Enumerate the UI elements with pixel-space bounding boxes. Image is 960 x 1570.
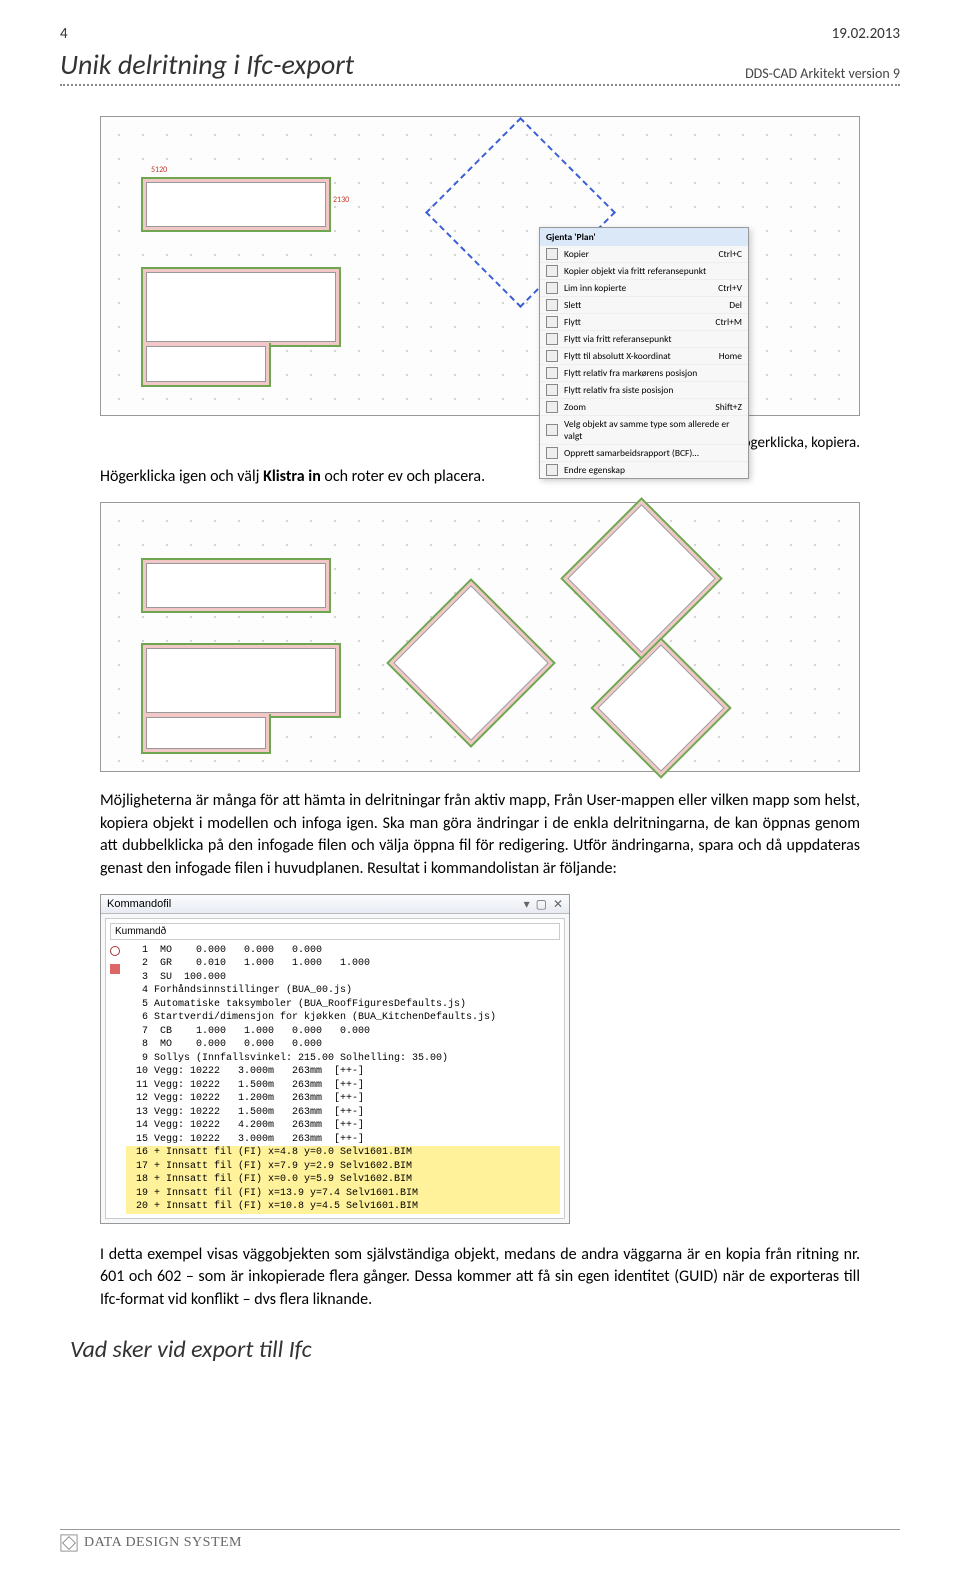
kommandofil-row-highlight: 17 + Innsatt fil (FI) x=7.9 y=2.9 Selv16… [126,1160,560,1174]
context-menu-item[interactable]: ZoomShift+Z [540,399,748,416]
kommandofil-row-highlight: 16 + Innsatt fil (FI) x=4.8 y=0.0 Selv16… [126,1146,560,1160]
footer-company: DATA DESIGN SYSTEM [84,1535,242,1551]
kommandofil-title: Kommandofil [107,898,171,910]
kommandofil-row: 1 MO 0.000 0.000 0.000 [126,944,560,958]
kommandofil-panel: Kommandofil ▾ ▢ ✕ Kummandð 1 MO 0.000 0.… [100,894,570,1224]
menu-item-icon [546,384,558,396]
context-menu-item[interactable]: KopierCtrl+C [540,246,748,263]
panel-close-icon[interactable]: ✕ [553,897,563,911]
section-heading-export: Vad sker vid export till Ifc [70,1335,900,1364]
fig2-poly-a [141,643,341,718]
fig2-poly-b [141,714,271,754]
context-menu-title: Gjenta 'Plan' [540,228,748,246]
kommandofil-row: 13 Vegg: 10222 1.500m 263mm [++-] [126,1106,560,1120]
kommandofil-row: 11 Vegg: 10222 1.500m 263mm [++-] [126,1079,560,1093]
header-date: 19.02.2013 [832,25,900,43]
flag-icon[interactable] [110,964,120,974]
kommandofil-row: 10 Vegg: 10222 3.000m 263mm [++-] [126,1065,560,1079]
kommandofil-row-highlight: 18 + Innsatt fil (FI) x=0.0 y=5.9 Selv16… [126,1173,560,1187]
page-footer: DATA DESIGN SYSTEM [60,1529,900,1552]
kommandofil-row: 4 Forhåndsinnstillinger (BUA_00.js) [126,984,560,998]
context-menu-item[interactable]: Opprett samarbeidsrapport (BCF)… [540,445,748,462]
menu-item-icon [546,367,558,379]
menu-item-icon [546,350,558,362]
menu-item-icon [546,282,558,294]
context-menu-item[interactable]: Kopier objekt via fritt referansepunkt [540,263,748,280]
paragraph-exempel: I detta exempel visas väggobjekten som s… [100,1244,860,1311]
menu-item-icon [546,316,558,328]
kommandofil-row: 14 Vegg: 10222 4.200m 263mm [++-] [126,1119,560,1133]
kommandofil-row: 5 Automatiske taksymboler (BUA_RoofFigur… [126,998,560,1012]
context-menu-item[interactable]: Flytt via fritt referansepunkt [540,331,748,348]
kommandofil-row: 15 Vegg: 10222 3.000m 263mm [++-] [126,1133,560,1147]
menu-item-icon [546,401,558,413]
context-menu-item[interactable]: FlyttCtrl+M [540,314,748,331]
header-divider [60,84,900,86]
kommandofil-row-highlight: 20 + Innsatt fil (FI) x=10.8 y=4.5 Selv1… [126,1200,560,1214]
kommandofil-row: 6 Startverdi/dimensjon for kjøkken (BUA_… [126,1011,560,1025]
context-menu-item[interactable]: SlettDel [540,297,748,314]
fig1-rect [141,177,331,232]
menu-item-icon [546,265,558,277]
page-number: 4 [60,25,68,43]
menu-item-icon [546,333,558,345]
kommandofil-row: 9 Sollys (Innfallsvinkel: 215.00 Solhell… [126,1052,560,1066]
kommandofil-row: 7 CB 1.000 1.000 0.000 0.000 [126,1025,560,1039]
fig1-poly-b [141,343,271,387]
context-menu-item[interactable]: Flytt relativ fra markørens posisjon [540,365,748,382]
kommandofil-row: 12 Vegg: 10222 1.200m 263mm [++-] [126,1092,560,1106]
dim-label: 5120 [151,165,167,175]
context-menu-item[interactable]: Flytt relativ fra siste posisjon [540,382,748,399]
context-menu-item[interactable]: Lim inn kopierteCtrl+V [540,280,748,297]
panel-dropdown-icon[interactable]: ▢ [536,897,547,911]
paragraph-mojligheterna: Möjligheterna är många för att hämta in … [100,790,860,880]
page-subtitle: DDS-CAD Arkitekt version 9 [745,65,900,82]
fig2-rect [141,558,331,613]
page-title: Unik delritning i Ifc-export [60,47,354,82]
menu-item-icon [546,299,558,311]
context-menu[interactable]: Gjenta 'Plan' KopierCtrl+CKopier objekt … [539,227,749,479]
context-menu-item[interactable]: Flytt til absolutt X-koordinatHome [540,348,748,365]
dim-label: 2130 [333,195,349,205]
menu-item-icon [546,447,558,459]
panel-pin-icon[interactable]: ▾ [524,897,530,911]
figure-2 [100,502,860,772]
record-icon[interactable] [110,946,120,956]
context-menu-item[interactable]: Velg objekt av samme type som allerede e… [540,416,748,445]
kommandofil-rows: 1 MO 0.000 0.000 0.000 2 GR 0.010 1.000 … [126,944,560,1214]
kommandofil-row: 3 SU 100.000 [126,971,560,985]
kommandofil-row: 8 MO 0.000 0.000 0.000 [126,1038,560,1052]
kommandofil-row-highlight: 19 + Innsatt fil (FI) x=13.9 y=7.4 Selv1… [126,1187,560,1201]
fig1-poly-a [141,267,341,347]
kommandofil-row: 2 GR 0.010 1.000 1.000 1.000 [126,957,560,971]
context-menu-item[interactable]: Endre egenskap [540,462,748,478]
menu-item-icon [546,248,558,260]
kommandofil-input[interactable]: Kummandð [110,923,560,940]
dds-logo-icon [60,1534,78,1552]
figure-1: 5120 2130 Gjenta 'Plan' KopierCtrl+CKopi… [100,116,860,416]
menu-item-icon [546,424,558,436]
menu-item-icon [546,464,558,476]
